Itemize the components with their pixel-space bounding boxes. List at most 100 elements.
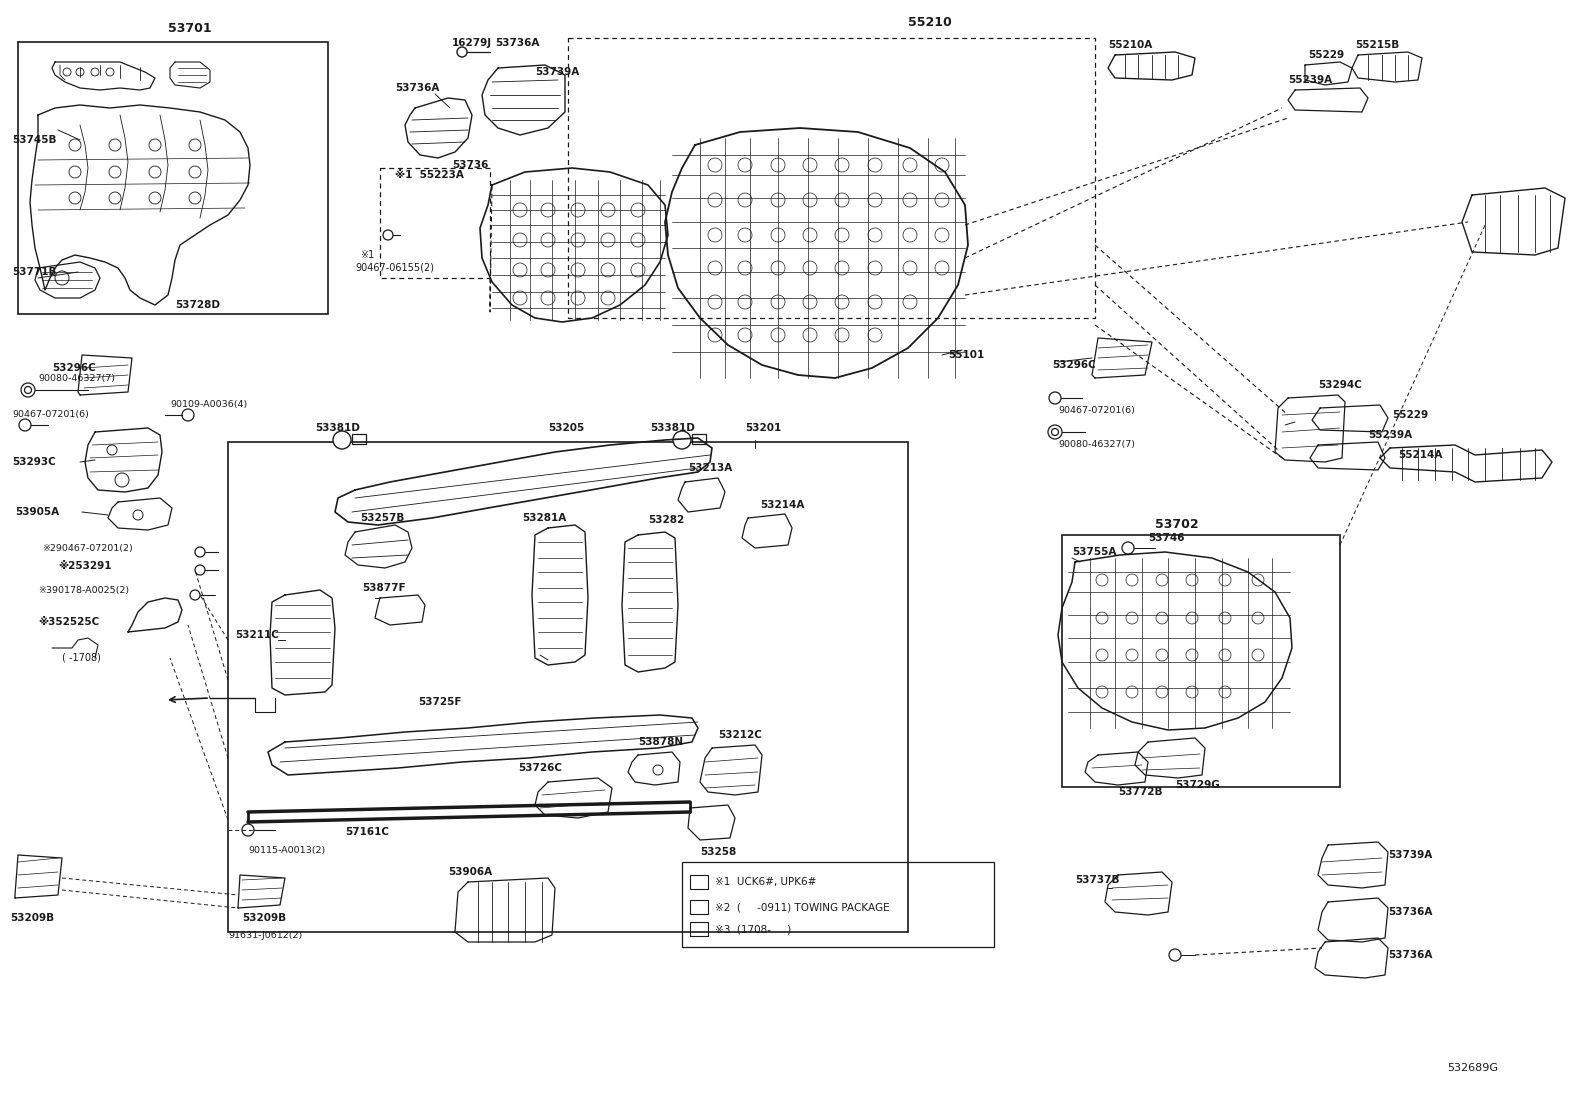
Circle shape [708,158,723,173]
Text: 55210A: 55210A [1108,40,1153,49]
Circle shape [572,203,584,217]
Circle shape [1169,950,1181,961]
Circle shape [708,295,723,309]
Circle shape [708,328,723,342]
Text: ※1: ※1 [360,249,374,260]
Circle shape [108,138,121,151]
Text: 53381D: 53381D [650,423,694,433]
Circle shape [771,158,785,173]
Bar [228,442,907,932]
Circle shape [541,233,556,247]
Circle shape [771,227,785,242]
Text: 53726C: 53726C [517,763,562,773]
Text: 53381D: 53381D [315,423,360,433]
Text: 53736A: 53736A [395,84,439,93]
Text: ※290467-07201(2): ※290467-07201(2) [41,544,132,553]
Text: 53736A: 53736A [1388,950,1433,961]
Text: 55229: 55229 [1391,410,1428,420]
Circle shape [107,68,115,76]
Text: ※352525C: ※352525C [38,617,99,628]
Circle shape [194,565,205,575]
Circle shape [1156,612,1169,624]
Circle shape [708,193,723,207]
Circle shape [739,295,751,309]
Circle shape [708,227,723,242]
Circle shape [108,166,121,178]
Circle shape [802,328,817,342]
Circle shape [868,260,882,275]
Circle shape [602,233,615,247]
Circle shape [189,590,201,600]
Text: 53281A: 53281A [522,513,567,523]
Circle shape [150,166,161,178]
Circle shape [1186,612,1199,624]
Circle shape [802,295,817,309]
Text: 53282: 53282 [648,515,685,525]
Circle shape [903,260,917,275]
Circle shape [541,263,556,277]
Circle shape [189,138,201,151]
Circle shape [1126,612,1138,624]
Circle shape [541,291,556,306]
Circle shape [868,295,882,309]
Circle shape [181,409,194,421]
Circle shape [457,47,466,57]
Circle shape [834,227,849,242]
Circle shape [1126,650,1138,660]
Circle shape [1049,392,1060,404]
Circle shape [572,233,584,247]
Circle shape [834,193,849,207]
Circle shape [513,233,527,247]
Circle shape [802,158,817,173]
Circle shape [68,166,81,178]
Circle shape [1219,650,1231,660]
Circle shape [1219,612,1231,624]
Text: 55214A: 55214A [1398,449,1442,460]
Bar [681,862,993,947]
Text: ※1  55223A: ※1 55223A [395,170,463,180]
Bar [1062,535,1340,787]
Circle shape [771,295,785,309]
Bar [689,922,708,936]
Text: 53209B: 53209B [242,913,287,923]
Circle shape [739,227,751,242]
Text: 53736A: 53736A [495,38,540,48]
Circle shape [24,387,32,393]
Circle shape [1156,574,1169,586]
Text: 53877F: 53877F [361,582,406,593]
Circle shape [1156,650,1169,660]
Text: ( -1708): ( -1708) [62,653,100,663]
Text: 53296C: 53296C [53,363,96,373]
Text: 55101: 55101 [947,349,984,360]
Text: 53878N: 53878N [638,737,683,747]
Circle shape [834,260,849,275]
Circle shape [739,193,751,207]
Circle shape [630,203,645,217]
Circle shape [1095,686,1108,698]
Text: 55239A: 55239A [1368,430,1412,440]
Text: 53213A: 53213A [688,463,732,473]
Circle shape [868,193,882,207]
Text: 53293C: 53293C [13,457,56,467]
Text: 53209B: 53209B [10,913,54,923]
Circle shape [21,382,35,397]
Circle shape [739,260,751,275]
Circle shape [1219,686,1231,698]
Text: 53737B: 53737B [1075,875,1119,885]
Circle shape [115,473,129,487]
Text: 53736A: 53736A [1388,907,1433,917]
Circle shape [673,431,691,449]
Text: 53772B: 53772B [1118,787,1162,797]
Text: 90467-07201(6): 90467-07201(6) [1059,406,1135,414]
Circle shape [935,227,949,242]
Circle shape [1095,574,1108,586]
Text: 53211C: 53211C [236,630,279,640]
Circle shape [19,419,30,431]
Text: 53729G: 53729G [1175,780,1219,790]
Text: 53258: 53258 [700,847,736,857]
Text: 53905A: 53905A [14,507,59,517]
Bar [689,875,708,889]
Circle shape [602,263,615,277]
Text: 53739A: 53739A [1388,850,1433,861]
Text: 53746: 53746 [1148,533,1184,543]
